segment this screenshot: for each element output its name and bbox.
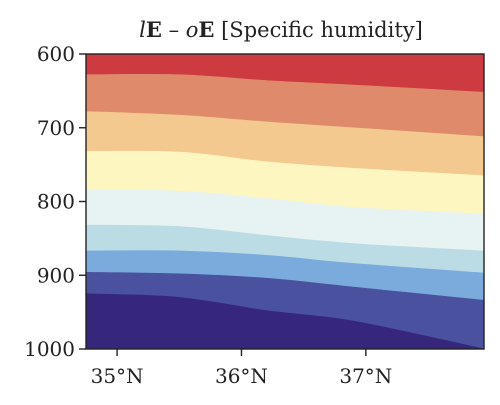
y-tick-label-700: 700 — [37, 116, 75, 140]
y-tick-label-1000: 1000 — [24, 337, 75, 361]
title-part-l: l — [139, 18, 146, 42]
title-part-e1: E — [146, 17, 162, 42]
y-tick-label-900: 900 — [37, 263, 75, 287]
title-part-o: o — [186, 18, 199, 42]
x-tick-label-36: 36°N — [215, 364, 268, 388]
contour-bands — [85, 53, 485, 350]
x-tick-label-37: 37°N — [339, 364, 392, 388]
axes: 600 700 800 900 1000 35°N 36°N 37°N — [24, 42, 485, 388]
chart-title: lE – oE [Specific humidity] — [139, 17, 423, 42]
title-part-sep: – — [162, 18, 186, 42]
title-part-rest: [Specific humidity] — [214, 18, 422, 42]
y-tick-label-800: 800 — [37, 190, 75, 214]
x-tick-label-35: 35°N — [91, 364, 144, 388]
y-tick-label-600: 600 — [37, 42, 75, 66]
title-part-e2: E — [198, 17, 214, 42]
